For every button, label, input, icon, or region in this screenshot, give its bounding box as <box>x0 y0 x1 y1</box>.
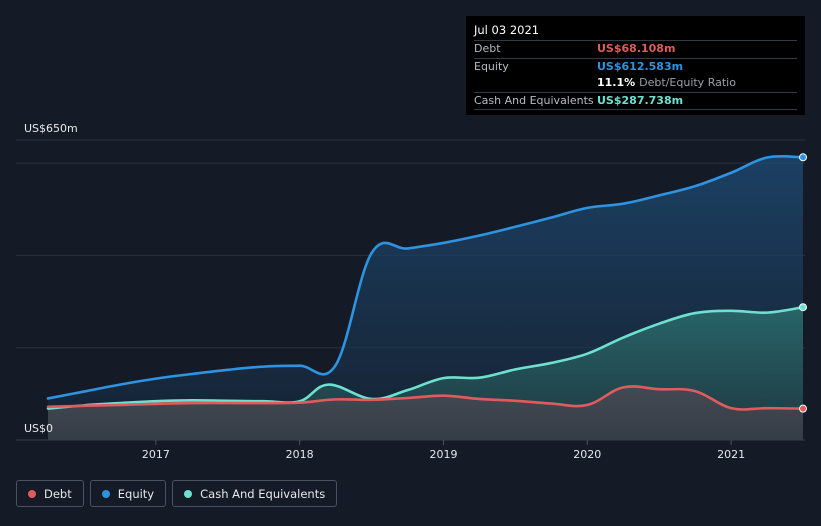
tooltip-cash-label: Cash And Equivalents <box>474 93 594 107</box>
debt-dot-icon <box>28 489 36 498</box>
debt-line <box>46 385 805 411</box>
x-axis: 2017 2018 2019 2020 2021 <box>142 440 745 461</box>
tooltip-debt-value: US$68.108m <box>597 42 676 55</box>
tooltip-panel: Jul 03 2021 Debt US$68.108m Equity US$61… <box>466 16 805 115</box>
end-markers <box>799 153 807 413</box>
legend-equity-label: Equity <box>117 486 155 501</box>
legend-debt-label: Debt <box>44 486 72 501</box>
tooltip-row-equity: Equity US$612.583m <box>474 57 797 76</box>
cash-and-equivalents-end-point[interactable] <box>799 303 807 312</box>
tooltip-ratio-value: 11.1% <box>597 76 636 89</box>
tooltip-date: Jul 03 2021 <box>474 23 540 37</box>
legend-item-debt[interactable]: Debt <box>16 480 84 507</box>
legend-item-equity[interactable]: Equity <box>89 480 167 507</box>
cash-and-equivalents-line <box>46 305 805 410</box>
x-tick-label: 2018 <box>286 448 314 461</box>
tooltip-equity-value: US$612.583m <box>597 59 684 73</box>
cash-dot-icon <box>184 489 193 498</box>
tooltip-row-ratio: 11.1% Debt/Equity Ratio <box>474 75 797 92</box>
x-tick-label: 2020 <box>573 448 601 461</box>
tooltip-row-debt: Debt US$68.108m <box>474 40 797 58</box>
y-axis-bottom-label: US$0 <box>24 422 53 435</box>
x-tick-label: 2021 <box>717 448 745 461</box>
tooltip-row-cash: Cash And Equivalents US$287.738m <box>474 91 797 110</box>
legend-item-cash[interactable]: Cash And Equivalents <box>172 480 338 507</box>
legend: Debt Equity Cash And Equivalents <box>16 480 338 507</box>
debt-end-point[interactable] <box>799 404 807 413</box>
tooltip-debt-label: Debt <box>474 42 501 55</box>
tooltip-equity-label: Equity <box>474 59 509 73</box>
equity-line <box>46 154 805 400</box>
x-tick-label: 2017 <box>142 448 170 461</box>
debt-area <box>48 386 803 440</box>
series-lines <box>46 154 805 411</box>
tooltip-ratio-label: Debt/Equity Ratio <box>639 76 736 89</box>
legend-cash-label: Cash And Equivalents <box>200 486 326 501</box>
equity-dot-icon <box>101 489 110 498</box>
tooltip-cash-value: US$287.738m <box>597 93 684 107</box>
x-tick-label: 2019 <box>429 448 457 461</box>
y-axis-top-label: US$650m <box>24 122 78 135</box>
equity-end-point[interactable] <box>799 153 807 162</box>
